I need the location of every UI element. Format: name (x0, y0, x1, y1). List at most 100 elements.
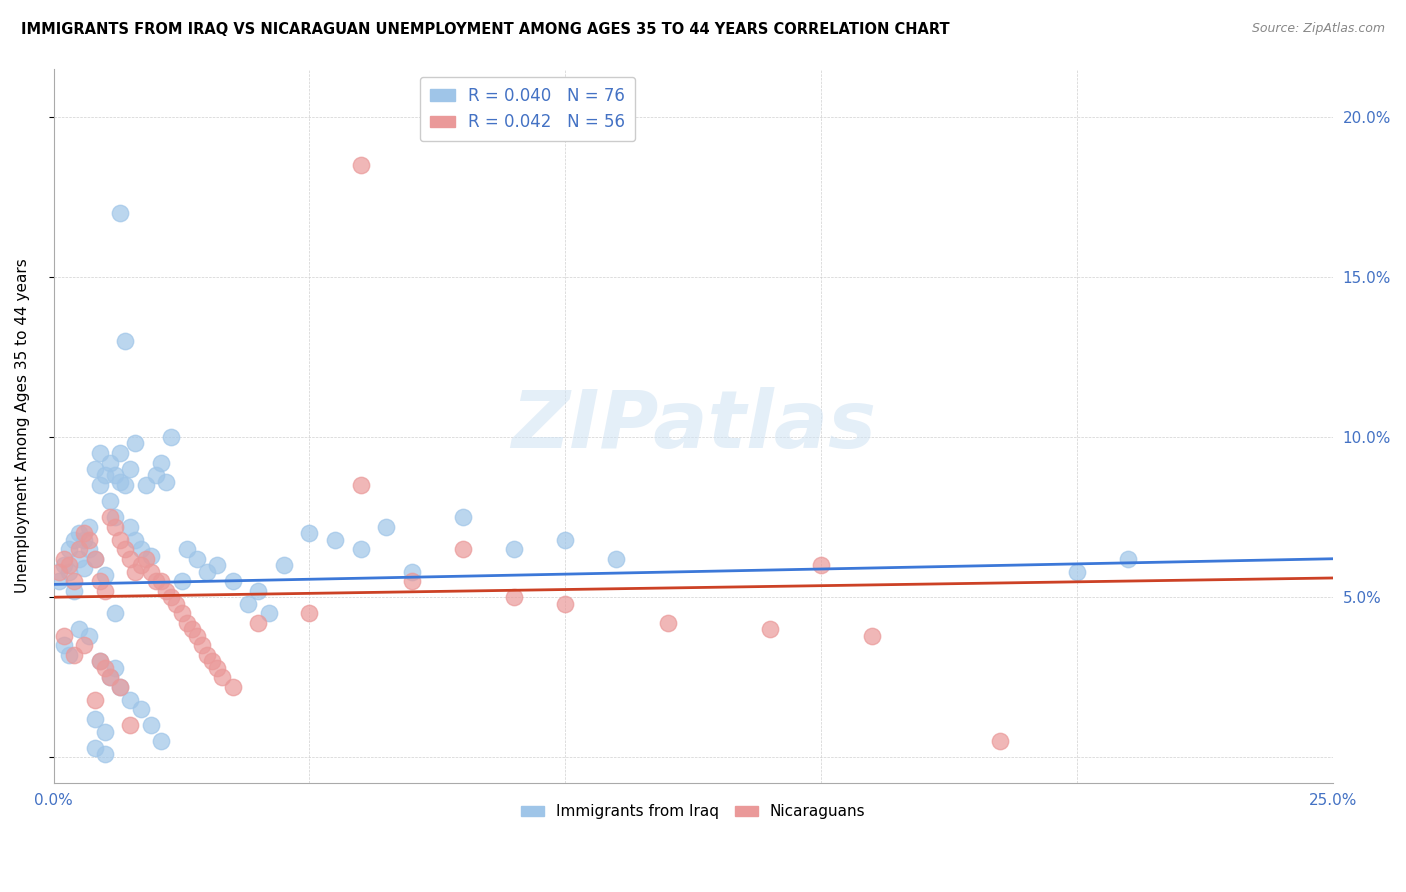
Point (108, 533, 131, 547)
Point (180, 622, 202, 636)
Point (145, 468, 167, 483)
Point (108, 446, 131, 460)
Point (73, 533, 96, 547)
Point (83, 692, 105, 706)
Point (988, 734, 1011, 748)
Point (451, 542, 474, 557)
Point (247, 615, 270, 630)
Point (58, 542, 80, 557)
Point (73, 526, 96, 541)
Point (201, 654, 224, 668)
Point (120, 462, 142, 476)
Point (350, 158, 373, 172)
Point (79, 629, 101, 643)
Point (155, 475, 177, 489)
Point (98, 670, 121, 684)
Point (120, 692, 142, 706)
Point (104, 468, 127, 483)
Point (98, 510, 121, 524)
Point (104, 510, 127, 524)
Point (114, 334, 136, 348)
Point (83, 712, 105, 726)
Point (139, 565, 162, 579)
Point (124, 436, 146, 450)
Point (63, 533, 86, 547)
Point (129, 702, 152, 716)
Point (145, 574, 167, 589)
Point (94, 583, 117, 598)
Point (108, 205, 131, 219)
Point (94, 468, 117, 483)
Point (375, 519, 398, 533)
Text: ZIPatlas: ZIPatlas (510, 387, 876, 465)
Point (195, 648, 218, 662)
Point (83, 740, 105, 755)
Point (94, 661, 117, 675)
Point (155, 583, 177, 598)
Point (657, 615, 679, 630)
Point (89, 654, 111, 668)
Point (150, 734, 173, 748)
Point (860, 629, 883, 643)
Point (170, 574, 193, 589)
Point (759, 622, 782, 636)
Point (98, 456, 121, 470)
Legend: Immigrants from Iraq, Nicaraguans: Immigrants from Iraq, Nicaraguans (515, 798, 872, 825)
Point (104, 606, 127, 620)
Point (120, 718, 142, 732)
Point (176, 615, 198, 630)
Point (257, 606, 280, 620)
Point (79, 533, 101, 547)
Point (186, 629, 208, 643)
Point (83, 551, 105, 566)
Point (298, 526, 321, 541)
Point (810, 558, 832, 573)
Point (350, 542, 373, 557)
Point (139, 718, 162, 732)
Point (63, 583, 86, 598)
Point (52, 558, 75, 573)
Point (48, 565, 70, 579)
Point (222, 574, 245, 589)
Point (63, 574, 86, 589)
Point (104, 661, 127, 675)
Point (350, 478, 373, 492)
Point (124, 533, 146, 547)
Point (89, 574, 111, 589)
Point (67, 542, 90, 557)
Point (98, 494, 121, 508)
Point (165, 597, 187, 611)
Point (79, 519, 101, 533)
Point (67, 622, 90, 636)
Point (1066, 565, 1088, 579)
Point (195, 565, 218, 579)
Point (160, 591, 183, 605)
Point (323, 533, 346, 547)
Point (605, 551, 627, 566)
Point (222, 680, 245, 694)
Point (89, 446, 111, 460)
Point (108, 680, 131, 694)
Point (135, 551, 157, 566)
Point (83, 462, 105, 476)
Point (170, 606, 193, 620)
Point (73, 561, 96, 575)
Point (120, 519, 142, 533)
Point (401, 574, 423, 589)
Point (298, 606, 321, 620)
Point (73, 638, 96, 652)
Point (124, 565, 146, 579)
Point (89, 654, 111, 668)
Point (160, 430, 183, 444)
Point (83, 551, 105, 566)
Point (150, 574, 173, 589)
Point (207, 661, 229, 675)
Point (236, 597, 259, 611)
Point (554, 533, 576, 547)
Point (52, 638, 75, 652)
Point (120, 551, 142, 566)
Point (108, 680, 131, 694)
Point (503, 591, 526, 605)
Point (94, 567, 117, 582)
Point (186, 551, 208, 566)
